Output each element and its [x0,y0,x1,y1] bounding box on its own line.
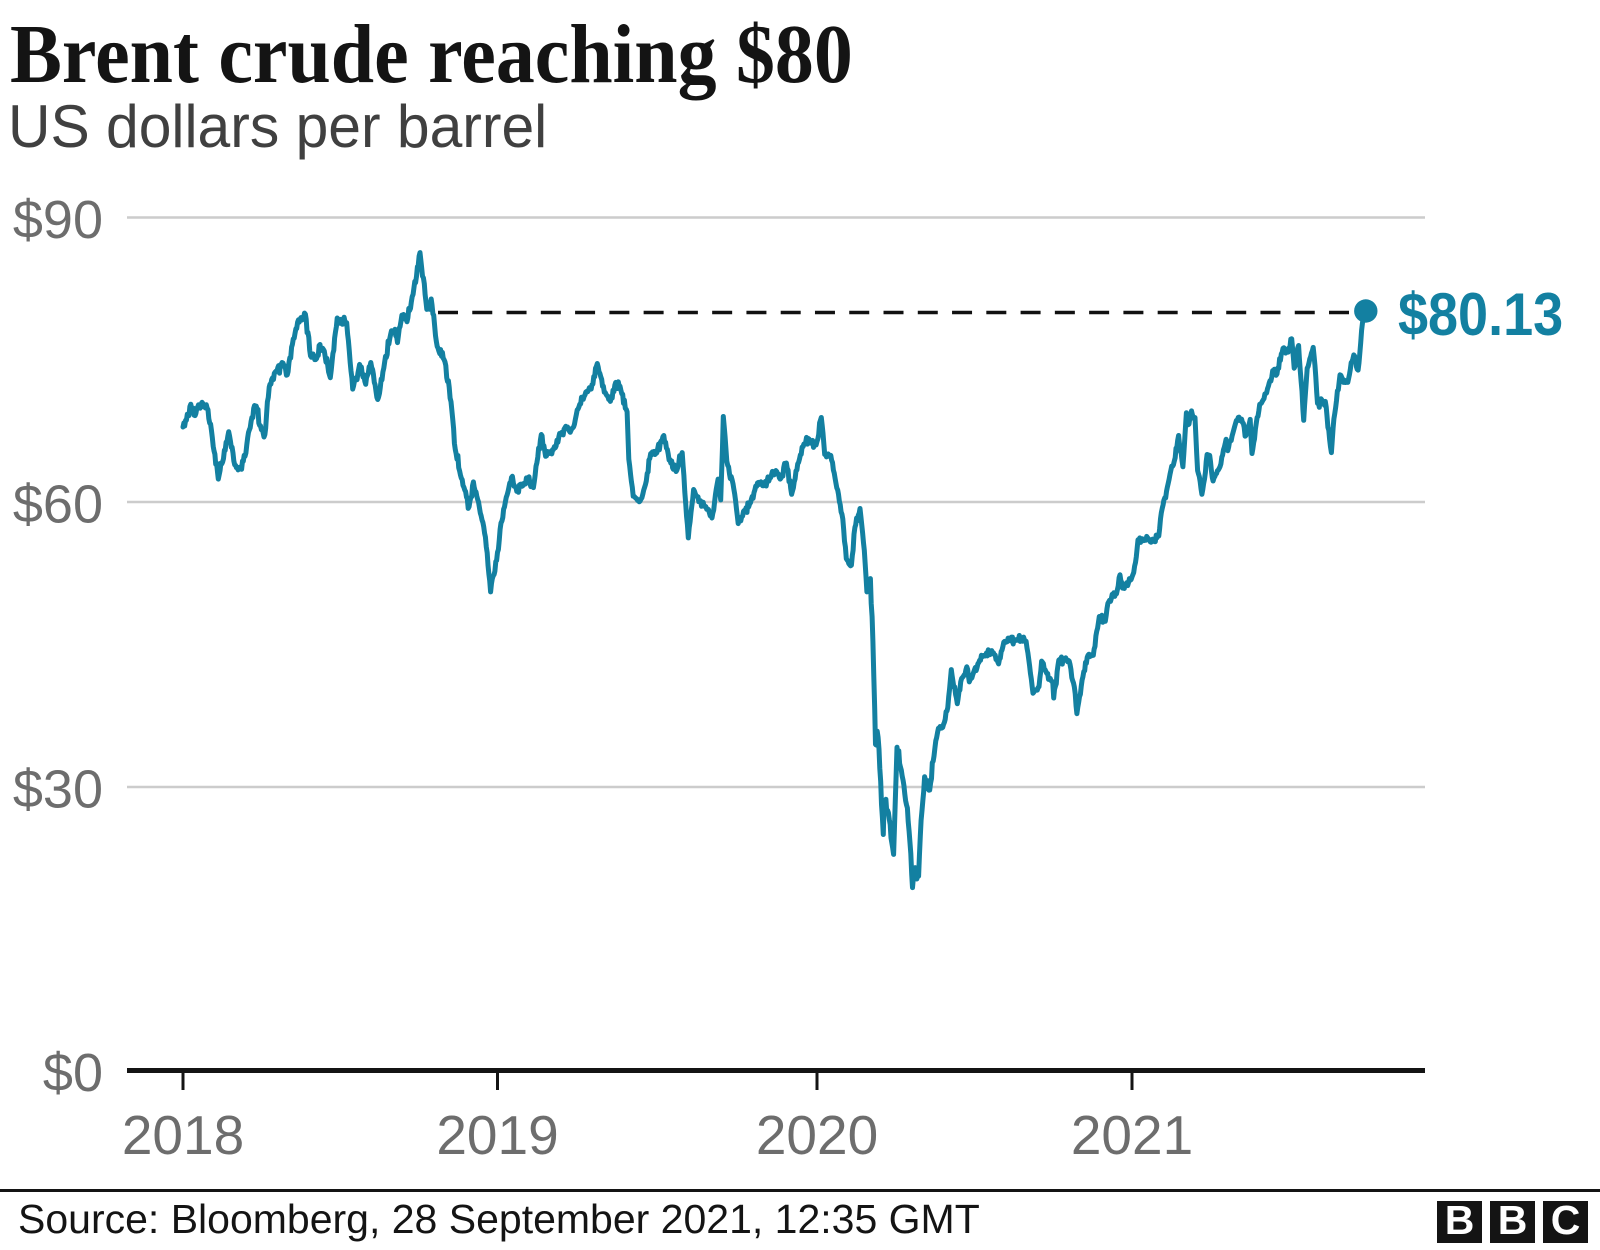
svg-text:$0: $0 [43,1043,103,1103]
svg-text:2018: 2018 [122,1104,244,1166]
svg-text:2020: 2020 [756,1104,878,1166]
svg-text:$90: $90 [13,190,103,250]
svg-text:$60: $60 [13,475,103,535]
svg-text:$30: $30 [13,760,103,820]
svg-text:2021: 2021 [1071,1104,1193,1166]
svg-text:$80.13: $80.13 [1398,281,1563,348]
svg-text:2019: 2019 [436,1104,558,1166]
